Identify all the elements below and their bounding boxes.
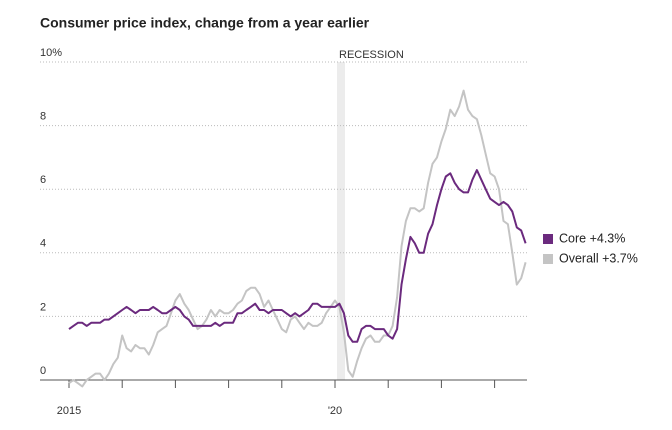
legend-label: Overall +3.7% bbox=[559, 251, 638, 265]
recession-label: RECESSION bbox=[339, 49, 404, 61]
legend-swatch bbox=[543, 254, 553, 264]
recession-shade bbox=[337, 62, 345, 380]
y-tick-label: 2 bbox=[40, 301, 46, 313]
y-tick-label: 0 bbox=[40, 365, 46, 377]
series-line bbox=[68, 89, 527, 388]
legend-label: Core +4.3% bbox=[559, 231, 625, 245]
y-tick-label: 10% bbox=[40, 47, 62, 59]
y-tick-label: 4 bbox=[40, 238, 46, 250]
y-tick-label: 8 bbox=[40, 111, 46, 123]
legend-swatch bbox=[543, 234, 553, 244]
chart-title: Consumer price index, change from a year… bbox=[40, 15, 370, 31]
x-tick-label: 2015 bbox=[57, 405, 81, 417]
y-tick-label: 6 bbox=[40, 174, 46, 186]
x-tick-label: '20 bbox=[328, 405, 342, 417]
series-line bbox=[68, 169, 527, 343]
